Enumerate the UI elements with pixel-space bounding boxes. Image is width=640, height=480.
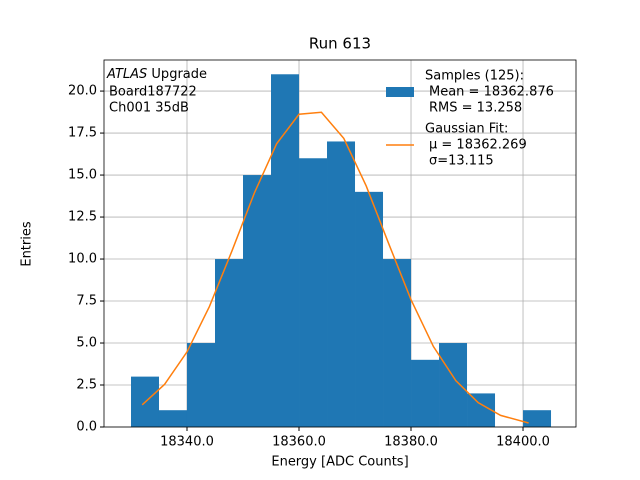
- bar: [214, 259, 244, 427]
- x-tick-label: 18400.0: [496, 435, 550, 450]
- y-tick-label: 2.5: [76, 378, 97, 393]
- legend-label: Samples (125):: [425, 69, 524, 84]
- y-tick-label: 0.0: [76, 420, 97, 435]
- bar: [523, 410, 552, 427]
- bar: [327, 141, 356, 427]
- bar: [383, 259, 412, 427]
- bar: [411, 359, 440, 427]
- annotation: Ch001 35dB: [109, 101, 189, 116]
- bar: [439, 343, 468, 427]
- bar: [158, 410, 187, 427]
- y-tick-label: 17.5: [68, 126, 97, 141]
- bar: [243, 175, 272, 427]
- y-tick-label: 5.0: [76, 336, 97, 351]
- legend-label: Gaussian Fit:: [425, 122, 508, 137]
- y-tick-label: 15.0: [68, 168, 97, 183]
- x-tick-label: 18340.0: [160, 435, 214, 450]
- annotation: ATLAS Upgrade: [106, 67, 207, 82]
- y-axis-label: Entries: [20, 221, 35, 267]
- y-tick-label: 10.0: [68, 252, 97, 267]
- legend-swatch: [386, 87, 414, 97]
- legend-stat: μ = 18362.269: [429, 138, 527, 153]
- y-tick-label: 12.5: [68, 210, 97, 225]
- legend-stat: RMS = 13.258: [429, 101, 522, 116]
- x-tick-label: 18360.0: [272, 435, 326, 450]
- y-tick-label: 7.5: [76, 294, 97, 309]
- x-axis-label: Energy [ADC Counts]: [271, 455, 408, 470]
- legend-stat: σ=13.115: [429, 154, 494, 169]
- bar: [299, 158, 328, 427]
- annotation-text: Upgrade: [151, 67, 207, 82]
- chart-title: Run 613: [309, 35, 371, 53]
- legend-stat: Mean = 18362.876: [429, 85, 554, 100]
- y-tick-label: 20.0: [68, 84, 97, 99]
- bar: [186, 343, 215, 427]
- fit-line: [141, 111, 529, 424]
- bar: [355, 191, 384, 427]
- annotation-emphasis: ATLAS: [106, 67, 147, 82]
- x-tick-label: 18380.0: [384, 435, 438, 450]
- annotation: Board187722: [109, 85, 197, 100]
- plot-frame: [103, 59, 577, 428]
- bar: [271, 74, 300, 427]
